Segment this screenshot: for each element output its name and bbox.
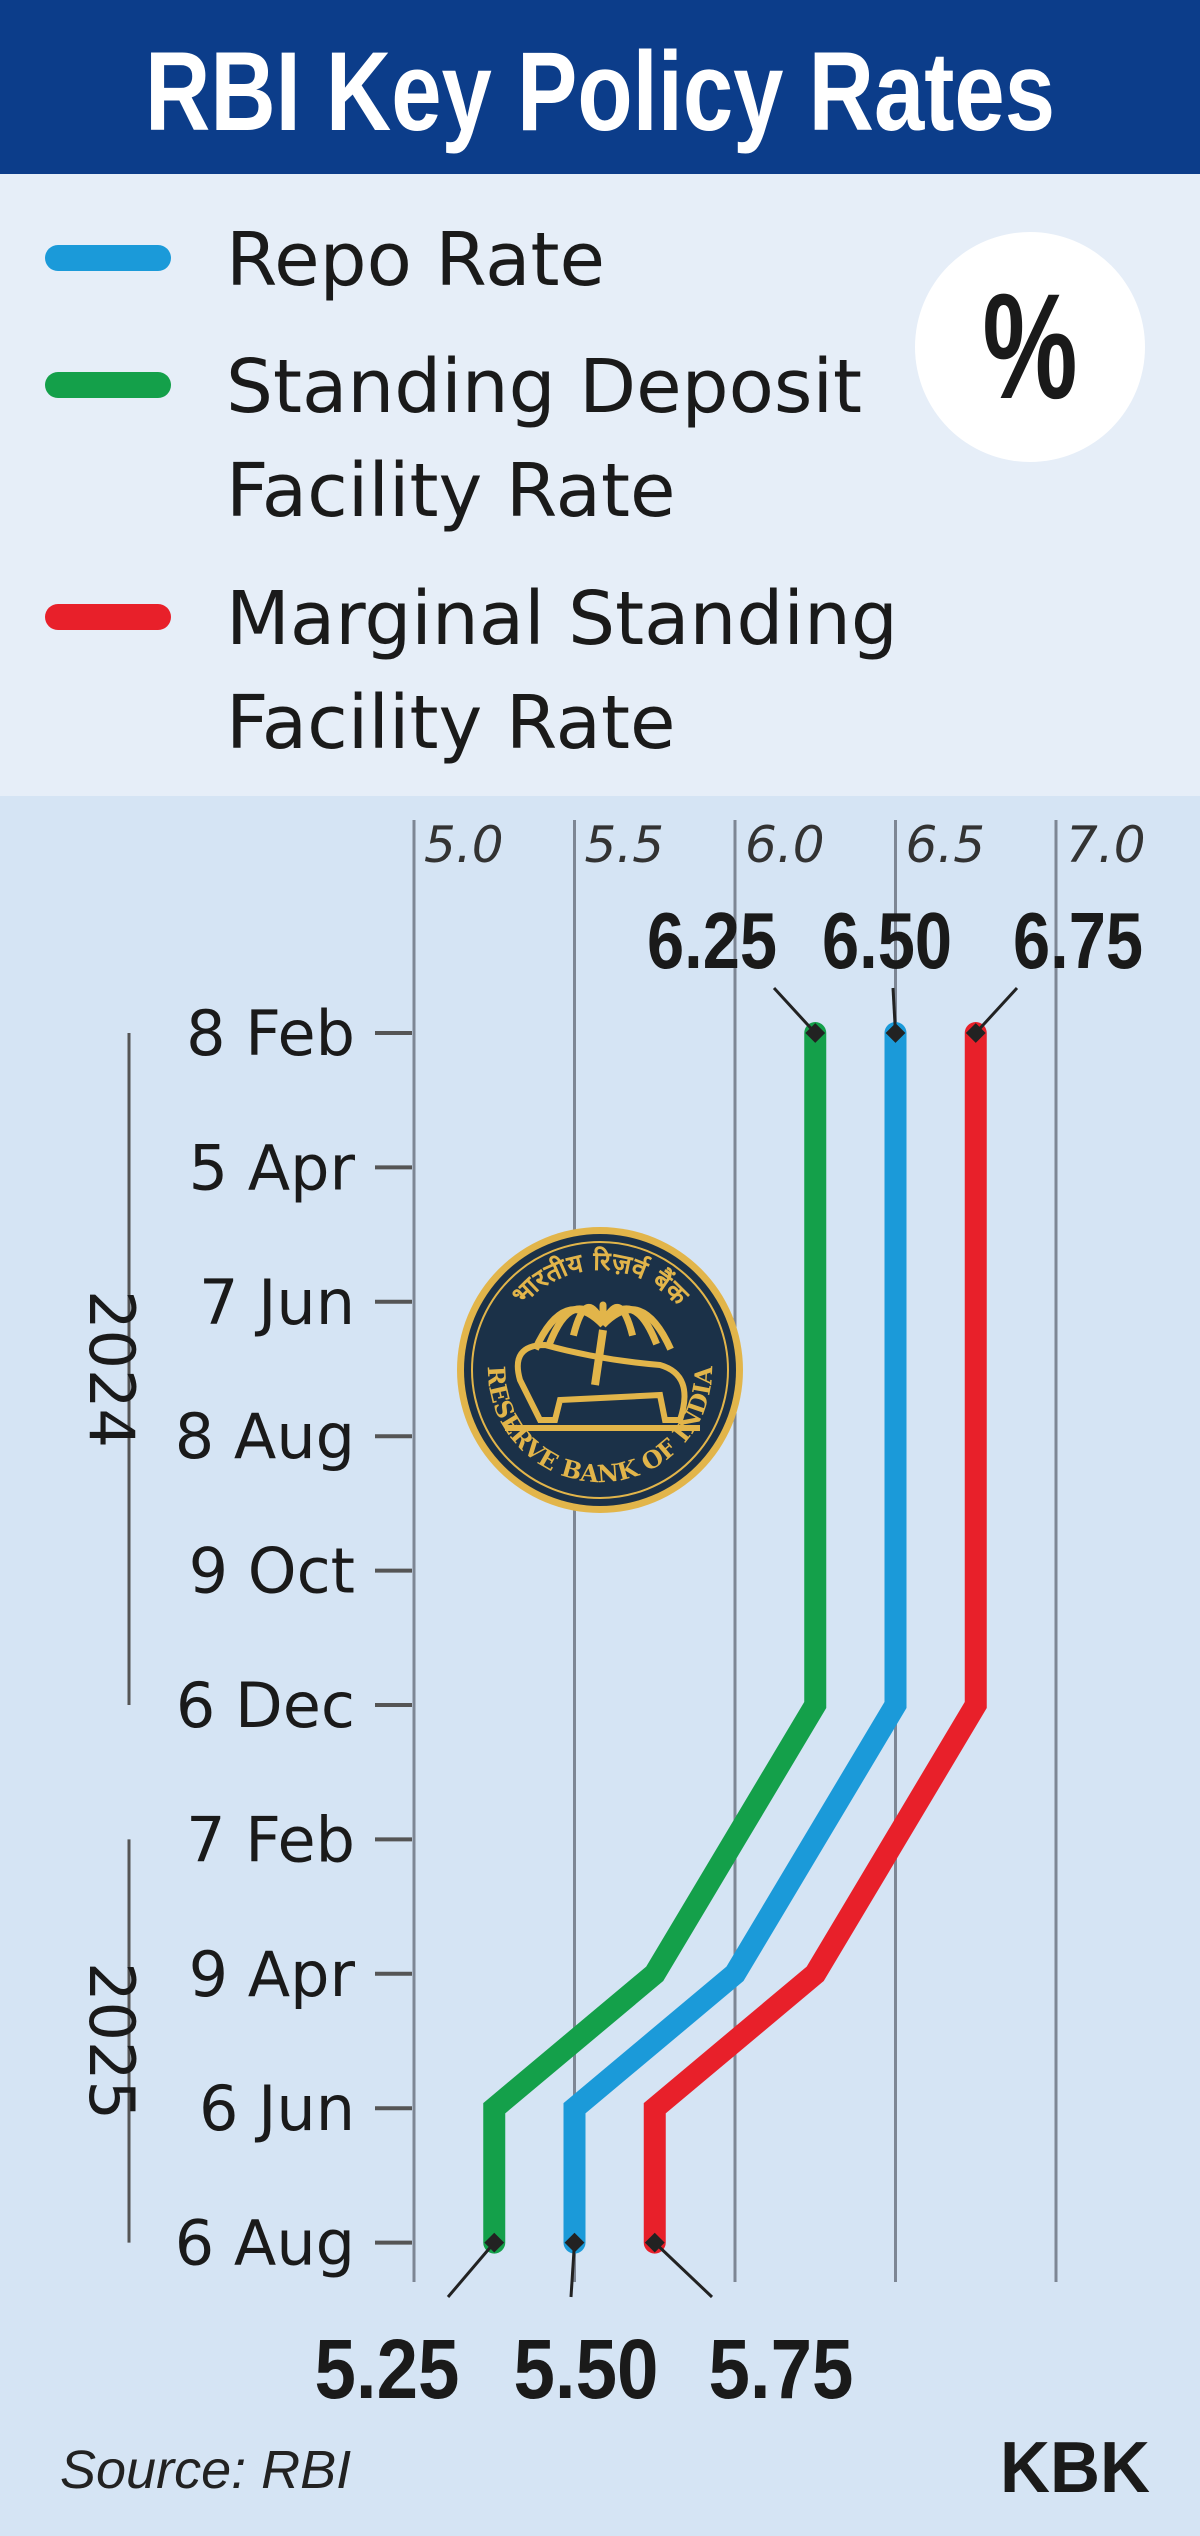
series-line-sdf: [483, 1022, 827, 2254]
legend: Repo Rate Standing Deposit Facility Rate Ma…: [45, 217, 898, 766]
source-note: Source: RBI: [60, 2440, 351, 2500]
percent-badge: %: [915, 232, 1145, 462]
start-value-label-sdf: 6.25: [647, 896, 777, 985]
y-tick-label: 7 Jun: [199, 1266, 355, 1339]
x-tick-label: 6.5: [906, 816, 986, 874]
year-label: 2025: [75, 1962, 148, 2120]
marker: [564, 2232, 585, 2253]
marker: [965, 1023, 986, 1043]
series-line-repo: [563, 1022, 907, 2254]
y-tick-label: 8 Aug: [175, 1400, 355, 1473]
marker: [885, 1023, 906, 1043]
x-tick-label: 7.0: [1066, 816, 1146, 874]
start-value-label-msf: 6.75: [1013, 896, 1143, 985]
start-value-label-repo: 6.50: [822, 896, 952, 985]
y-tick-label: 8 Feb: [186, 997, 355, 1070]
legend-label-repo: Repo Rate: [226, 217, 605, 303]
marker: [805, 1023, 826, 1043]
legend-label-msf: Marginal Standing: [226, 576, 898, 662]
y-tick-label: 6 Dec: [176, 1669, 355, 1742]
y-tick-label: 9 Oct: [189, 1535, 355, 1608]
legend-label-msf: Facility Rate: [226, 680, 676, 766]
y-tick-label: 9 Apr: [189, 1938, 356, 2011]
y-tick-label: 6 Aug: [175, 2207, 355, 2280]
credit: KBK: [1000, 2428, 1150, 2508]
y-tick-label: 6 Jun: [199, 2072, 355, 2145]
marker: [484, 2232, 505, 2253]
legend-label-sdf: Standing Deposit: [226, 344, 862, 430]
y-tick-label: 7 Feb: [186, 1803, 355, 1876]
end-value-label-repo: 5.50: [514, 2322, 659, 2416]
unit-label: %: [983, 262, 1078, 430]
end-value-label-msf: 5.75: [709, 2322, 854, 2416]
year-label: 2024: [75, 1290, 148, 1448]
date-axis: 8 Feb 5 Apr 7 Jun 8 Aug 9 Oct 6 Dec 7 Feb 9 Apr…: [75, 997, 412, 2280]
y-tick-label: 5 Apr: [189, 1131, 356, 1204]
series-lines: [483, 1022, 987, 2254]
header-bar: [0, 0, 1200, 174]
end-value-label-sdf: 5.25: [315, 2322, 460, 2416]
x-tick-label: 5.0: [424, 816, 504, 874]
legend-label-sdf: Facility Rate: [226, 448, 676, 534]
x-tick-label: 5.5: [585, 816, 665, 874]
series-line-msf: [643, 1022, 987, 2254]
value-annotations: 6.25 5.25 6.50 5.50 6.75 5.75: [315, 896, 1144, 2416]
marker: [644, 2232, 665, 2253]
x-tick-label: 6.0: [745, 816, 825, 874]
chart-title: RBI Key Policy Rates: [145, 29, 1055, 154]
